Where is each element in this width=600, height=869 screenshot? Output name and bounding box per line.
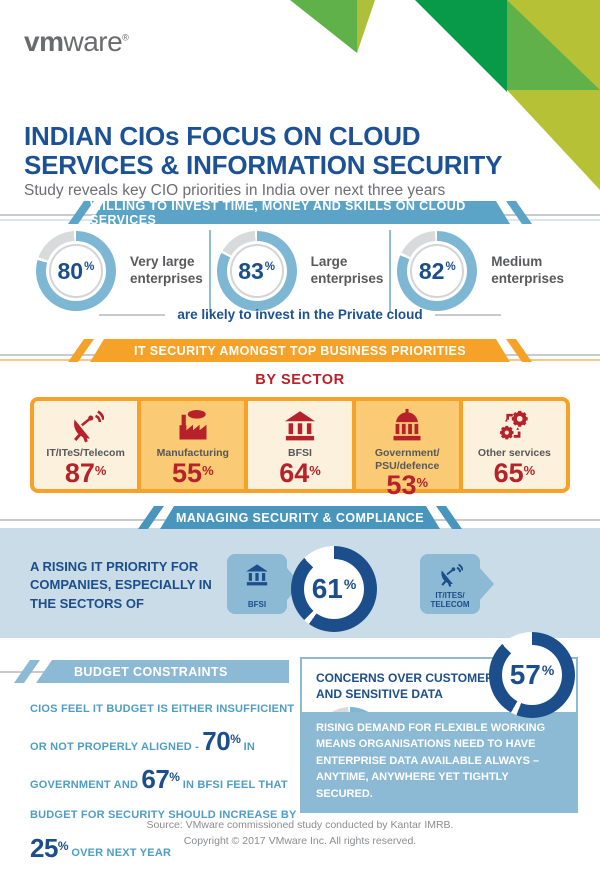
donut-value: 57% [509, 659, 555, 690]
page-title: INDIAN CIOs FOCUS ON CLOUD SERVICES & IN… [24, 121, 503, 180]
corner-triangle-green-small [290, 0, 357, 53]
compliance-lead-text: A RISING IT PRIORITY FOR COMPANIES, ESPE… [30, 559, 212, 611]
budget-text: IN BFSI FEEL THAT BUDGET FOR SECURITY SH… [30, 779, 297, 822]
sector-percent: 87% [64, 457, 107, 488]
sector-label: Manufacturing [156, 447, 229, 459]
cloud-group-medium: 82% Medium enterprises [391, 231, 570, 311]
sector-percent: 55% [172, 457, 214, 488]
satellite-dish-icon [68, 408, 104, 444]
cloud-group-very-large: 80% Very large enterprises [30, 231, 209, 311]
tag-bfsi: BFSI [227, 554, 287, 614]
banner-compliance: MANAGING SECURITY & COMPLIANCE [138, 506, 462, 529]
ribbon-fold-right [436, 506, 462, 529]
donut-value: 83% [238, 257, 276, 284]
donut-value: 80% [57, 257, 95, 284]
sector-card-government: Government/ PSU/defence 53% [351, 401, 459, 499]
donut-label: Large enterprises [310, 254, 384, 286]
banner-it-security-label: IT SECURITY AMONGST TOP BUSINESS PRIORIT… [133, 343, 467, 358]
logo-vm: vm [24, 26, 64, 57]
vmware-logo: vmware® [24, 26, 129, 58]
logo-ware: ware [63, 26, 123, 57]
corner-triangle-darkgreen [415, 0, 507, 92]
cloud-group-large: 83% Large enterprises [211, 231, 390, 311]
sector-percent: 64% [279, 457, 321, 488]
note-line-left [99, 313, 166, 316]
donut-medium: 82% [397, 231, 478, 311]
page-subtitle: Study reveals key CIO priorities in Indi… [24, 182, 446, 199]
donut-hole [502, 645, 562, 705]
private-cloud-note: are likely to invest in the Private clou… [0, 307, 600, 322]
satellite-dish-icon [437, 561, 463, 589]
vertical-divider [389, 230, 392, 312]
ribbon-bar [90, 201, 510, 224]
note-text: are likely to invest in the Private clou… [177, 307, 423, 322]
donut-very-large: 80% [35, 231, 116, 311]
donut-value: 82% [418, 257, 456, 284]
banner-compliance-label: MANAGING SECURITY & COMPLIANCE [176, 510, 424, 525]
budget-text: IN GOVERNMENT AND [30, 741, 255, 792]
concerns-heading: CONCERNS OVER CUSTOMER TRUST AND SENSITI… [316, 671, 538, 702]
budget-stat-bfsi: 67% [141, 764, 180, 795]
sector-percent: 65% [493, 457, 536, 488]
donut-bfsi-compliance: 61% [291, 546, 377, 632]
bank-icon [282, 408, 318, 444]
footer-source: Source: VMware commissioned study conduc… [146, 819, 454, 847]
tag-label: BFSI [247, 599, 267, 609]
government-icon [389, 408, 425, 444]
donut-inner-ring [229, 244, 284, 298]
concerns-callout: RISING DEMAND FOR FLEXIBLE WORKING MEANS… [302, 711, 576, 811]
sector-card-telecom: IT/ITeS/Telecom 87% [34, 401, 137, 489]
sector-label: Government/ PSU/defence [374, 447, 440, 472]
ribbon-bar [90, 339, 510, 362]
bank-icon [244, 561, 270, 589]
sector-label: IT/ITeS/Telecom [46, 447, 125, 459]
sector-label: Other services [477, 447, 551, 459]
factory-icon [175, 408, 211, 444]
sector-card-bfsi: BFSI 64% [244, 401, 351, 489]
ribbon-bar [36, 660, 289, 683]
donut-hole [304, 559, 364, 619]
registered-mark: ® [122, 32, 129, 43]
sector-row: IT/ITeS/Telecom 87% Manufacturing 55% BF… [30, 397, 570, 499]
donut-label: Medium enterprises [491, 254, 565, 286]
banner-budget-constraints: BUDGET CONSTRAINTS [14, 660, 289, 683]
budget-stat-government: 70% [202, 726, 241, 757]
tag-label: IT/ITES/ TELECOM [430, 590, 470, 609]
banner-cloud-services: WILLING TO INVEST TIME, MONEY AND SKILLS… [68, 198, 532, 227]
sector-label: BFSI [288, 447, 312, 459]
donut-telecom-compliance: 57% [489, 632, 575, 718]
donut-inner-ring [48, 244, 103, 298]
donut-large: 83% [216, 231, 297, 311]
sector-card-manufacturing: Manufacturing 55% [137, 401, 245, 489]
sector-percent: 53% [386, 470, 428, 501]
banner-budget-label: BUDGET CONSTRAINTS [74, 664, 228, 679]
corner-triangle-olive-small [357, 0, 375, 53]
cloud-donut-row: 80% Very large enterprises 83% Large ent… [30, 230, 570, 312]
banner-it-security: IT SECURITY AMONGST TOP BUSINESS PRIORIT… [68, 339, 532, 362]
corner-triangle-green [507, 0, 600, 90]
corner-decoration [290, 0, 600, 190]
donut-value: 61% [311, 573, 357, 604]
note-line-right [434, 313, 501, 316]
sector-card-other-services: Other services 65% [458, 401, 566, 489]
donut-label: Very large enterprises [129, 254, 203, 286]
donut-inner-ring [410, 244, 465, 298]
budget-text: CIOS FEEL IT BUDGET IS EITHER INSUFFICIE… [30, 703, 295, 754]
gears-icon [496, 408, 532, 444]
banner-cloud-label: WILLING TO INVEST TIME, MONEY AND SKILLS… [90, 198, 466, 227]
by-sector-heading: BY SECTOR [255, 372, 345, 388]
ribbon-fold-left [138, 506, 164, 529]
vertical-divider [208, 230, 211, 312]
tag-it-ites-telecom: IT/ITES/ TELECOM [420, 554, 480, 614]
ribbon-bar [160, 506, 440, 529]
